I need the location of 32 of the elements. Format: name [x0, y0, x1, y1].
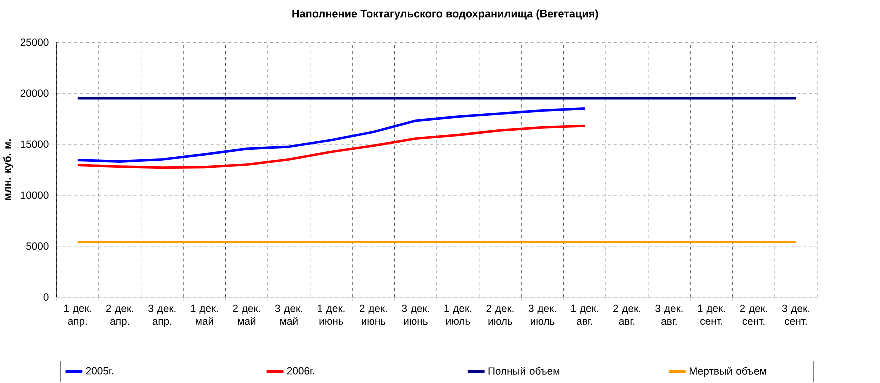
line-series	[76, 108, 586, 164]
y-tick-label: 20000	[20, 90, 49, 98]
x-tick-label: 2 дек. сент.	[740, 305, 768, 326]
chart-title: Наполнение Токтагульского водохранилища (Вегетация)	[292, 10, 598, 20]
x-tick-label: 2 дек. апр.	[106, 305, 134, 328]
x-tick-label: 2 дек. май	[233, 305, 260, 326]
line-series	[76, 125, 586, 170]
x-tick-label: 1 дек. май	[191, 305, 218, 326]
x-tick-label: 1 дек. апр.	[64, 305, 92, 328]
x-tick-label: 3 дек. июль	[528, 305, 556, 326]
x-tick-label: 2 дек. июль	[486, 305, 514, 326]
x-tick-label: 2 дек. июнь	[360, 305, 387, 326]
legend-label: 2006г.	[287, 368, 314, 375]
y-tick-label: 0	[44, 294, 49, 302]
y-tick-label: 10000	[21, 192, 49, 200]
x-tick-label: 3 дек. сент.	[782, 305, 810, 326]
x-tick-label: 1 дек. авг.	[572, 305, 598, 326]
x-tick-label: 1 дек. июль	[444, 305, 472, 326]
y-tick-label: 5000	[26, 242, 49, 250]
legend-label: Мертвый объем	[690, 367, 766, 378]
x-tick-label: 3 дек. май	[275, 305, 302, 326]
x-tick-label: 3 дек. авг.	[656, 305, 683, 326]
x-tick-label: 3 дек. июнь	[402, 305, 430, 326]
x-tick-label: 2 дек. авг.	[614, 305, 641, 326]
y-tick-label: 25000	[20, 39, 49, 46]
x-tick-label: 1 дек. сент.	[698, 305, 726, 326]
x-tick-label: 1 дек. июнь	[318, 305, 345, 326]
legend-label: Полный объем	[488, 367, 560, 376]
y-axis-title: млн. куб. м.	[3, 140, 14, 200]
legend-label: 2005г.	[86, 368, 114, 375]
y-tick-label: 15000	[21, 140, 49, 148]
x-tick-label: 3 дек. апр.	[148, 305, 176, 328]
